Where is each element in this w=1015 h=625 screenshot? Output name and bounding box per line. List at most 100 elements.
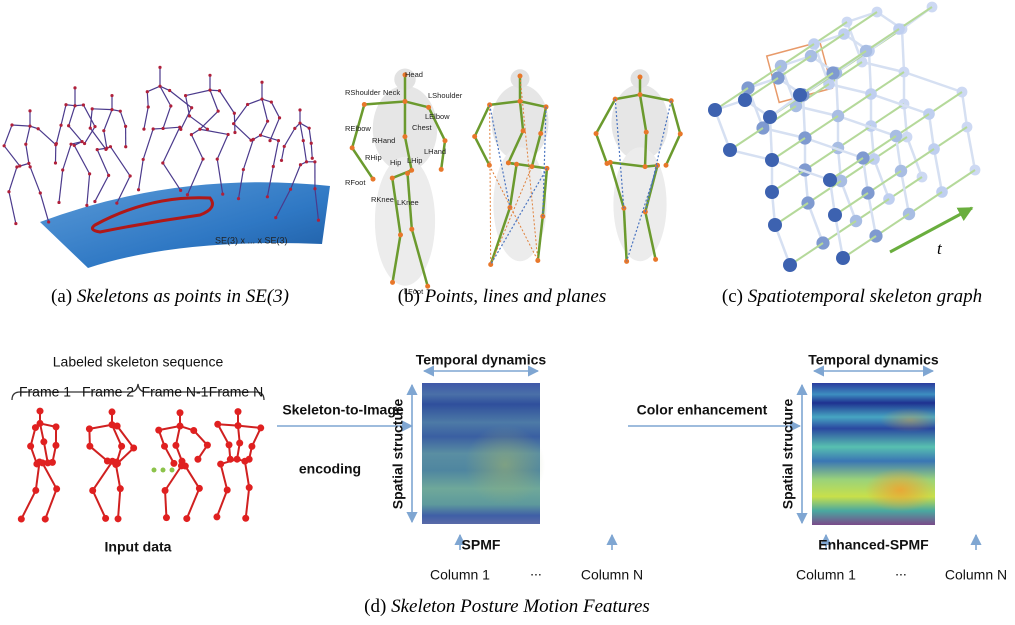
joint xyxy=(37,127,40,130)
joint xyxy=(53,485,60,492)
joint xyxy=(313,187,316,190)
joint xyxy=(224,486,231,493)
joint xyxy=(28,109,31,112)
joint xyxy=(234,456,241,463)
joint xyxy=(232,122,235,125)
time-arrow xyxy=(890,208,972,252)
joint xyxy=(52,442,59,449)
bone xyxy=(45,489,56,519)
joint xyxy=(117,485,124,492)
bone xyxy=(217,490,227,517)
bone xyxy=(12,125,30,126)
column-label: ... xyxy=(530,563,542,579)
joint xyxy=(88,172,91,175)
bone xyxy=(97,150,108,176)
joint xyxy=(259,134,262,137)
joint xyxy=(311,157,314,160)
joint xyxy=(201,157,204,160)
joint xyxy=(109,145,112,148)
bone xyxy=(217,134,228,159)
bone xyxy=(246,488,249,519)
ellipsis-dots xyxy=(152,468,175,473)
caption-label: (d) xyxy=(364,596,386,617)
skeleton xyxy=(184,74,237,197)
bone xyxy=(92,109,112,110)
joint xyxy=(214,421,221,428)
joint xyxy=(227,456,234,463)
frame-label: Frame N xyxy=(209,384,263,400)
joint xyxy=(53,423,60,430)
spatial-edge xyxy=(907,137,922,177)
joint xyxy=(405,171,410,176)
joint xyxy=(115,515,122,522)
joint xyxy=(206,128,209,131)
graph-node xyxy=(768,218,782,232)
caption-text: Skeletons as points in SE(3) xyxy=(77,286,289,307)
bone xyxy=(163,127,180,128)
temporal-edge xyxy=(871,72,904,94)
graph-node xyxy=(763,110,777,124)
joint xyxy=(73,144,76,147)
bone xyxy=(248,99,262,104)
axis-title: Temporal dynamics xyxy=(416,352,547,368)
joint xyxy=(204,442,211,449)
image-glow xyxy=(880,408,940,432)
joint xyxy=(161,443,168,450)
graph-node xyxy=(793,88,807,102)
frame-label: Frame 1 xyxy=(19,384,71,400)
bone xyxy=(261,121,268,135)
joint xyxy=(257,424,264,431)
joint xyxy=(91,107,94,110)
joint xyxy=(96,148,99,151)
figure: SE(3) x ... x SE(3) t HeadRShoulderNeckL… xyxy=(0,0,1015,625)
joint xyxy=(233,112,236,115)
joint xyxy=(119,110,122,113)
bone xyxy=(26,144,29,163)
bone xyxy=(87,174,90,206)
bone xyxy=(170,91,192,108)
joint xyxy=(443,138,448,143)
caption-label: (c) xyxy=(722,286,743,307)
joint xyxy=(29,165,32,168)
joint xyxy=(137,188,140,191)
joint xyxy=(237,197,240,200)
joint xyxy=(102,129,105,132)
joint xyxy=(218,89,221,92)
bone xyxy=(120,111,125,126)
joint xyxy=(242,168,245,171)
joint xyxy=(305,160,308,163)
joint xyxy=(86,425,93,432)
joint-label: LShoulder xyxy=(428,91,463,100)
bone xyxy=(144,107,148,129)
joint xyxy=(80,140,83,143)
spatial-edge xyxy=(836,73,838,116)
axis-title: Temporal dynamics xyxy=(808,352,939,368)
bone xyxy=(104,131,107,148)
spatial-edge xyxy=(904,72,962,92)
joint xyxy=(27,443,34,450)
joint xyxy=(39,459,46,466)
bone xyxy=(645,132,646,166)
bone xyxy=(200,129,228,134)
joint xyxy=(246,484,253,491)
image-name: Enhanced-SPMF xyxy=(818,537,929,553)
joint xyxy=(155,427,162,434)
bone xyxy=(282,146,285,160)
joint xyxy=(266,195,269,198)
bone xyxy=(191,135,203,159)
joint xyxy=(198,128,201,131)
joint-label: LHand xyxy=(424,147,446,156)
joint xyxy=(643,164,648,169)
joint xyxy=(233,131,236,134)
joint xyxy=(188,114,191,117)
spatial-edge xyxy=(796,106,838,116)
joint xyxy=(409,227,414,232)
graph-node xyxy=(823,173,837,187)
joint xyxy=(169,104,172,107)
bone xyxy=(69,106,75,126)
joint xyxy=(594,131,599,136)
joint xyxy=(310,142,313,145)
joint xyxy=(183,515,190,522)
joint xyxy=(241,458,248,465)
joint xyxy=(82,103,85,106)
